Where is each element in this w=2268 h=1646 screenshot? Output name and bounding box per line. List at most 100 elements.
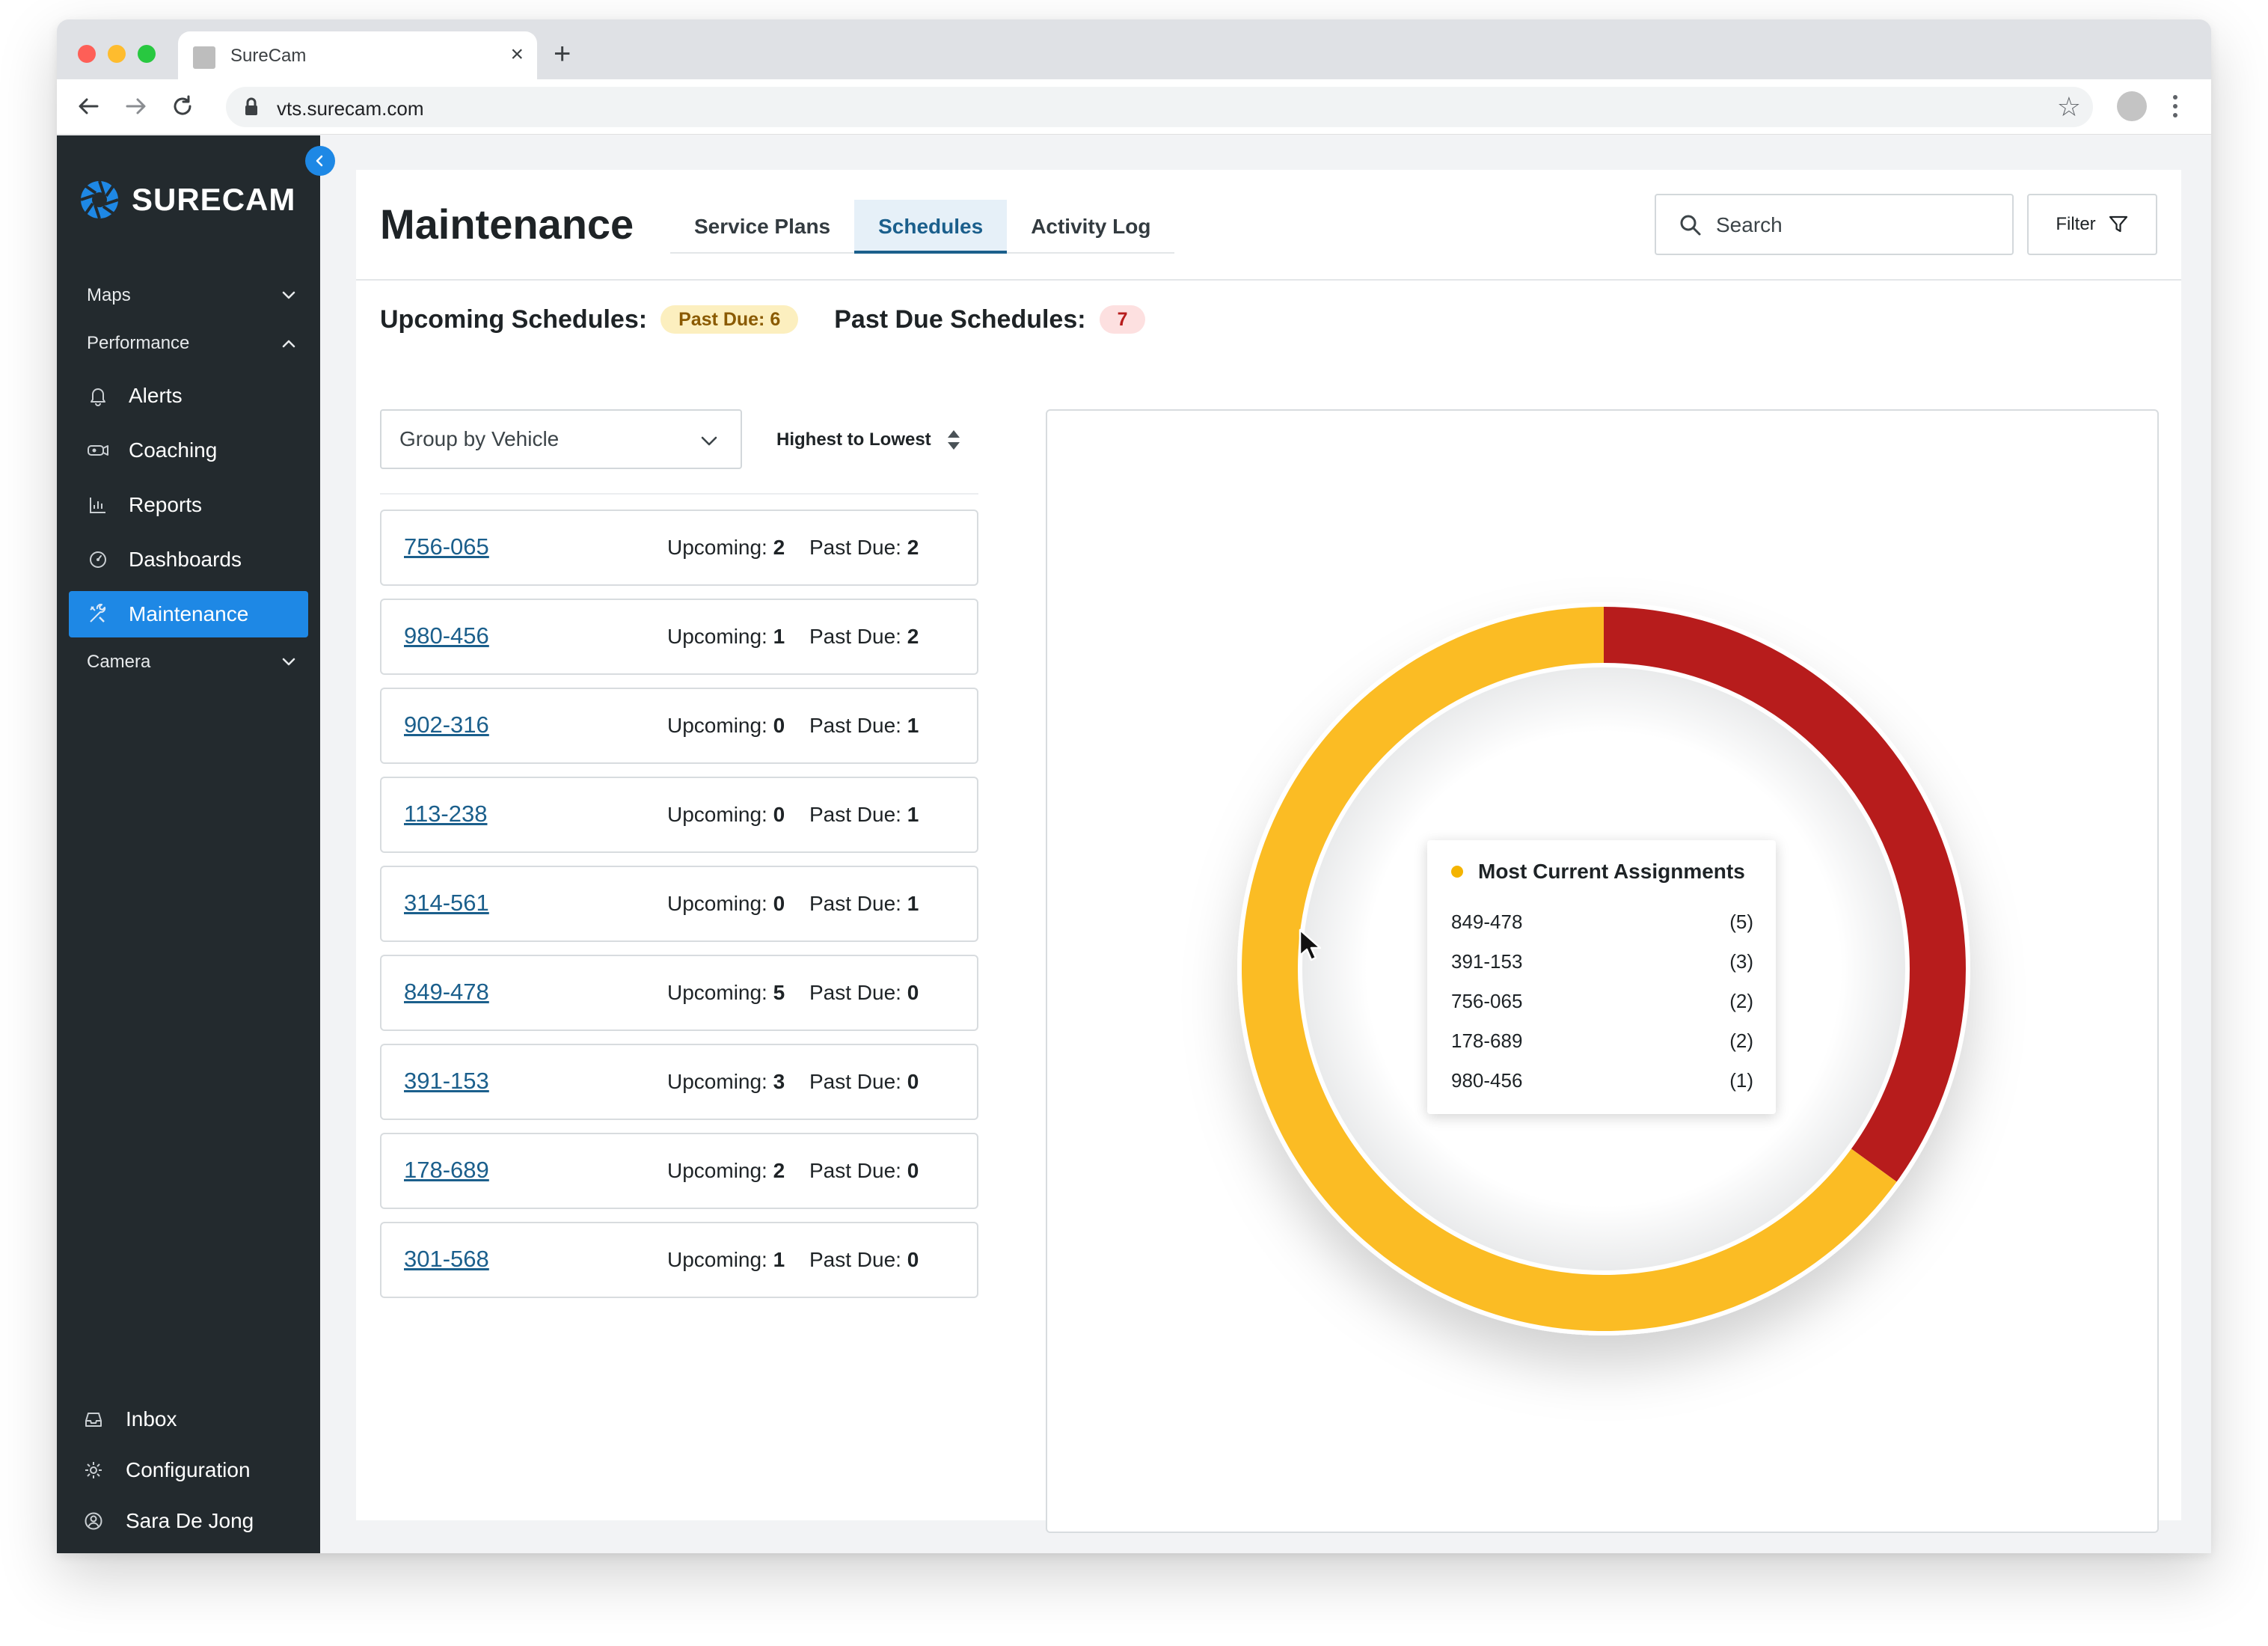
past-due-prefix: Past Due: xyxy=(809,1070,901,1093)
brand-name: SURECAM xyxy=(132,182,296,217)
past-due-count: Past Due: 1 xyxy=(809,803,919,827)
vehicle-row: 980-456 Upcoming: 1 Past Due: 2 xyxy=(380,599,978,675)
sort-order-button[interactable]: Highest to Lowest xyxy=(776,421,961,459)
funnel-icon xyxy=(2109,215,2127,233)
browser-menu-icon[interactable] xyxy=(2168,88,2183,124)
vehicle-link[interactable]: 178-689 xyxy=(404,1157,489,1183)
upcoming-value: 2 xyxy=(773,1159,785,1182)
upcoming-schedules-label: Upcoming Schedules: xyxy=(380,305,648,334)
sidebar-section-camera[interactable]: Camera xyxy=(87,652,296,673)
vehicle-link[interactable]: 314-561 xyxy=(404,890,489,916)
sidebar-section-performance[interactable]: Performance xyxy=(87,333,296,354)
sidebar-item-label: Coaching xyxy=(129,438,218,462)
vehicle-link[interactable]: 902-316 xyxy=(404,712,489,738)
filter-label: Filter xyxy=(2056,214,2096,234)
tab-service-plans[interactable]: Service Plans xyxy=(694,215,831,238)
tooltip-count: (2) xyxy=(1729,1029,1753,1052)
arrow-right-icon xyxy=(126,98,146,114)
minimize-window-button[interactable] xyxy=(108,45,126,63)
vehicle-link[interactable]: 849-478 xyxy=(404,979,489,1005)
sidebar-item-dashboards[interactable]: Dashboards xyxy=(69,536,308,583)
tab-schedules[interactable]: Schedules xyxy=(854,200,1008,254)
section-label: Camera xyxy=(87,652,151,672)
past-due-prefix: Past Due: xyxy=(809,1159,901,1182)
sidebar-item-user-profile[interactable]: Sara De Jong xyxy=(82,1509,254,1533)
browser-tab[interactable]: SureCam × xyxy=(178,31,537,79)
sidebar-section-maps[interactable]: Maps xyxy=(87,285,296,306)
upcoming-count: Upcoming: 1 xyxy=(667,1248,785,1272)
vehicle-row: 178-689 Upcoming: 2 Past Due: 0 xyxy=(380,1133,978,1209)
sidebar-item-alerts[interactable]: Alerts xyxy=(69,373,308,419)
profile-avatar[interactable] xyxy=(2117,91,2147,121)
upcoming-count: Upcoming: 0 xyxy=(667,892,785,916)
chevron-down-icon xyxy=(282,658,295,666)
upcoming-prefix: Upcoming: xyxy=(667,714,767,737)
sidebar-item-maintenance[interactable]: Maintenance xyxy=(69,591,308,637)
search-input[interactable] xyxy=(1716,209,2000,242)
close-window-button[interactable] xyxy=(78,45,96,63)
sidebar-item-coaching[interactable]: Coaching xyxy=(69,427,308,474)
tooltip-row: 756-065 (2) xyxy=(1451,990,1753,1029)
sidebar-item-configuration[interactable]: Configuration xyxy=(82,1458,251,1482)
upcoming-prefix: Upcoming: xyxy=(667,892,767,915)
tooltip-vehicle: 756-065 xyxy=(1451,990,1523,1012)
address-bar[interactable]: vts.surecam.com ☆ xyxy=(226,87,2093,127)
favicon-icon xyxy=(193,46,215,69)
sidebar-item-label: Sara De Jong xyxy=(126,1509,254,1532)
donut-slice-0[interactable] xyxy=(1604,607,1966,1182)
past-due-count: Past Due: 0 xyxy=(809,1248,919,1272)
chevron-up-icon xyxy=(282,340,295,348)
upcoming-count: Upcoming: 2 xyxy=(667,1159,785,1183)
reload-icon xyxy=(174,95,191,115)
vehicle-row: 301-568 Upcoming: 1 Past Due: 0 xyxy=(380,1222,978,1298)
reload-button[interactable] xyxy=(166,90,199,123)
tooltip-vehicle: 980-456 xyxy=(1451,1069,1523,1092)
vehicle-link[interactable]: 301-568 xyxy=(404,1246,489,1272)
sidebar-item-label: Maintenance xyxy=(129,602,249,625)
forward-button[interactable] xyxy=(120,90,153,123)
collapse-sidebar-button[interactable] xyxy=(305,146,335,176)
vehicle-link[interactable]: 113-238 xyxy=(404,801,488,827)
tooltip-title: Most Current Assignments xyxy=(1478,860,1745,883)
group-by-value: Group by Vehicle xyxy=(399,427,560,450)
group-by-select[interactable]: Group by Vehicle xyxy=(380,409,742,469)
tooltip-count: (1) xyxy=(1729,1069,1753,1092)
vehicle-link[interactable]: 756-065 xyxy=(404,533,489,560)
maximize-window-button[interactable] xyxy=(138,45,156,63)
past-due-count-badge: 7 xyxy=(1099,305,1146,334)
upcoming-prefix: Upcoming: xyxy=(667,625,767,648)
vehicle-row: 391-153 Upcoming: 3 Past Due: 0 xyxy=(380,1044,978,1120)
past-due-prefix: Past Due: xyxy=(809,892,901,915)
upcoming-prefix: Upcoming: xyxy=(667,1070,767,1093)
vehicle-row: 849-478 Upcoming: 5 Past Due: 0 xyxy=(380,955,978,1031)
brand-logo[interactable]: SURECAM xyxy=(79,179,295,221)
tab-close-icon[interactable]: × xyxy=(510,42,524,67)
bookmark-star-icon[interactable]: ☆ xyxy=(2056,91,2081,122)
sidebar-item-inbox[interactable]: Inbox xyxy=(82,1407,177,1431)
tooltip-row: 849-478 (5) xyxy=(1451,911,1753,950)
vehicle-row: 113-238 Upcoming: 0 Past Due: 1 xyxy=(380,777,978,853)
past-due-value: 0 xyxy=(907,981,919,1004)
new-tab-button[interactable]: + xyxy=(554,37,571,70)
past-due-count: Past Due: 2 xyxy=(809,625,919,649)
past-due-value: 0 xyxy=(907,1248,919,1271)
browser-toolbar: vts.surecam.com ☆ xyxy=(57,79,2211,135)
maintenance-icon xyxy=(87,604,109,625)
filter-button[interactable]: Filter xyxy=(2027,194,2157,255)
page-tabs: Service Plans Schedules Activity Log xyxy=(670,200,1175,254)
tab-activity-log[interactable]: Activity Log xyxy=(1031,215,1151,238)
past-due-value: 2 xyxy=(907,536,919,559)
past-due-value: 1 xyxy=(907,803,919,826)
upcoming-value: 1 xyxy=(773,625,785,648)
page-title: Maintenance xyxy=(380,201,634,248)
sidebar-item-reports[interactable]: Reports xyxy=(69,482,308,528)
tooltip-vehicle: 178-689 xyxy=(1451,1029,1523,1052)
vehicle-row: 756-065 Upcoming: 2 Past Due: 2 xyxy=(380,510,978,586)
vehicle-link[interactable]: 391-153 xyxy=(404,1068,489,1094)
past-due-schedules-label: Past Due Schedules: xyxy=(834,305,1086,334)
past-due-count: Past Due: 1 xyxy=(809,714,919,738)
chevron-down-icon xyxy=(282,291,295,299)
back-button[interactable] xyxy=(72,90,105,123)
vehicle-link[interactable]: 980-456 xyxy=(404,622,489,649)
sidebar-item-label: Alerts xyxy=(129,384,183,407)
